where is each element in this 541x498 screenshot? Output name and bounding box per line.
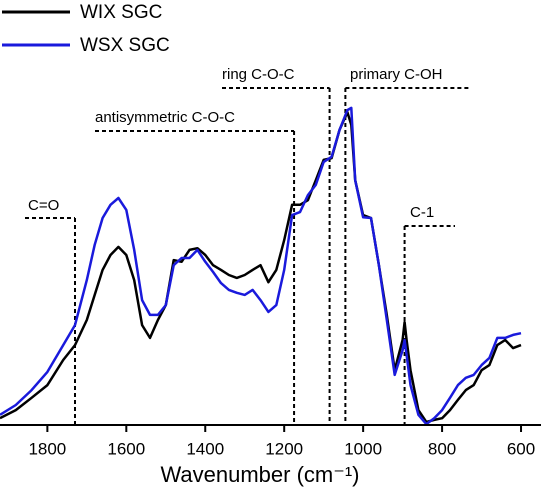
- series-line: [0, 110, 522, 424]
- x-tick-label: 1200: [265, 439, 303, 458]
- series-line: [0, 106, 522, 426]
- annotation-label: primary C-OH: [350, 66, 443, 83]
- annotation-label: C=O: [28, 197, 59, 214]
- x-tick-label: 1400: [186, 439, 224, 458]
- legend-label: WSX SGC: [80, 35, 170, 56]
- x-tick-label: 800: [428, 439, 456, 458]
- x-tick-label: 1000: [344, 439, 382, 458]
- x-tick-label: 1600: [107, 439, 145, 458]
- annotation-label: antisymmetric C-O-C: [95, 109, 235, 126]
- x-tick-label: 1800: [28, 439, 66, 458]
- x-tick-label: 600: [507, 439, 535, 458]
- annotation-label: ring C-O-C: [222, 66, 295, 83]
- legend-label: WIX SGC: [80, 2, 162, 23]
- annotation-label: C-1: [410, 204, 434, 221]
- x-axis-title: Wavenumber (cm⁻¹): [160, 462, 359, 487]
